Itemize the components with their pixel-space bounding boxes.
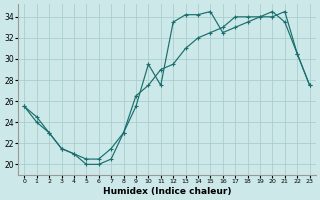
X-axis label: Humidex (Indice chaleur): Humidex (Indice chaleur) — [103, 187, 231, 196]
